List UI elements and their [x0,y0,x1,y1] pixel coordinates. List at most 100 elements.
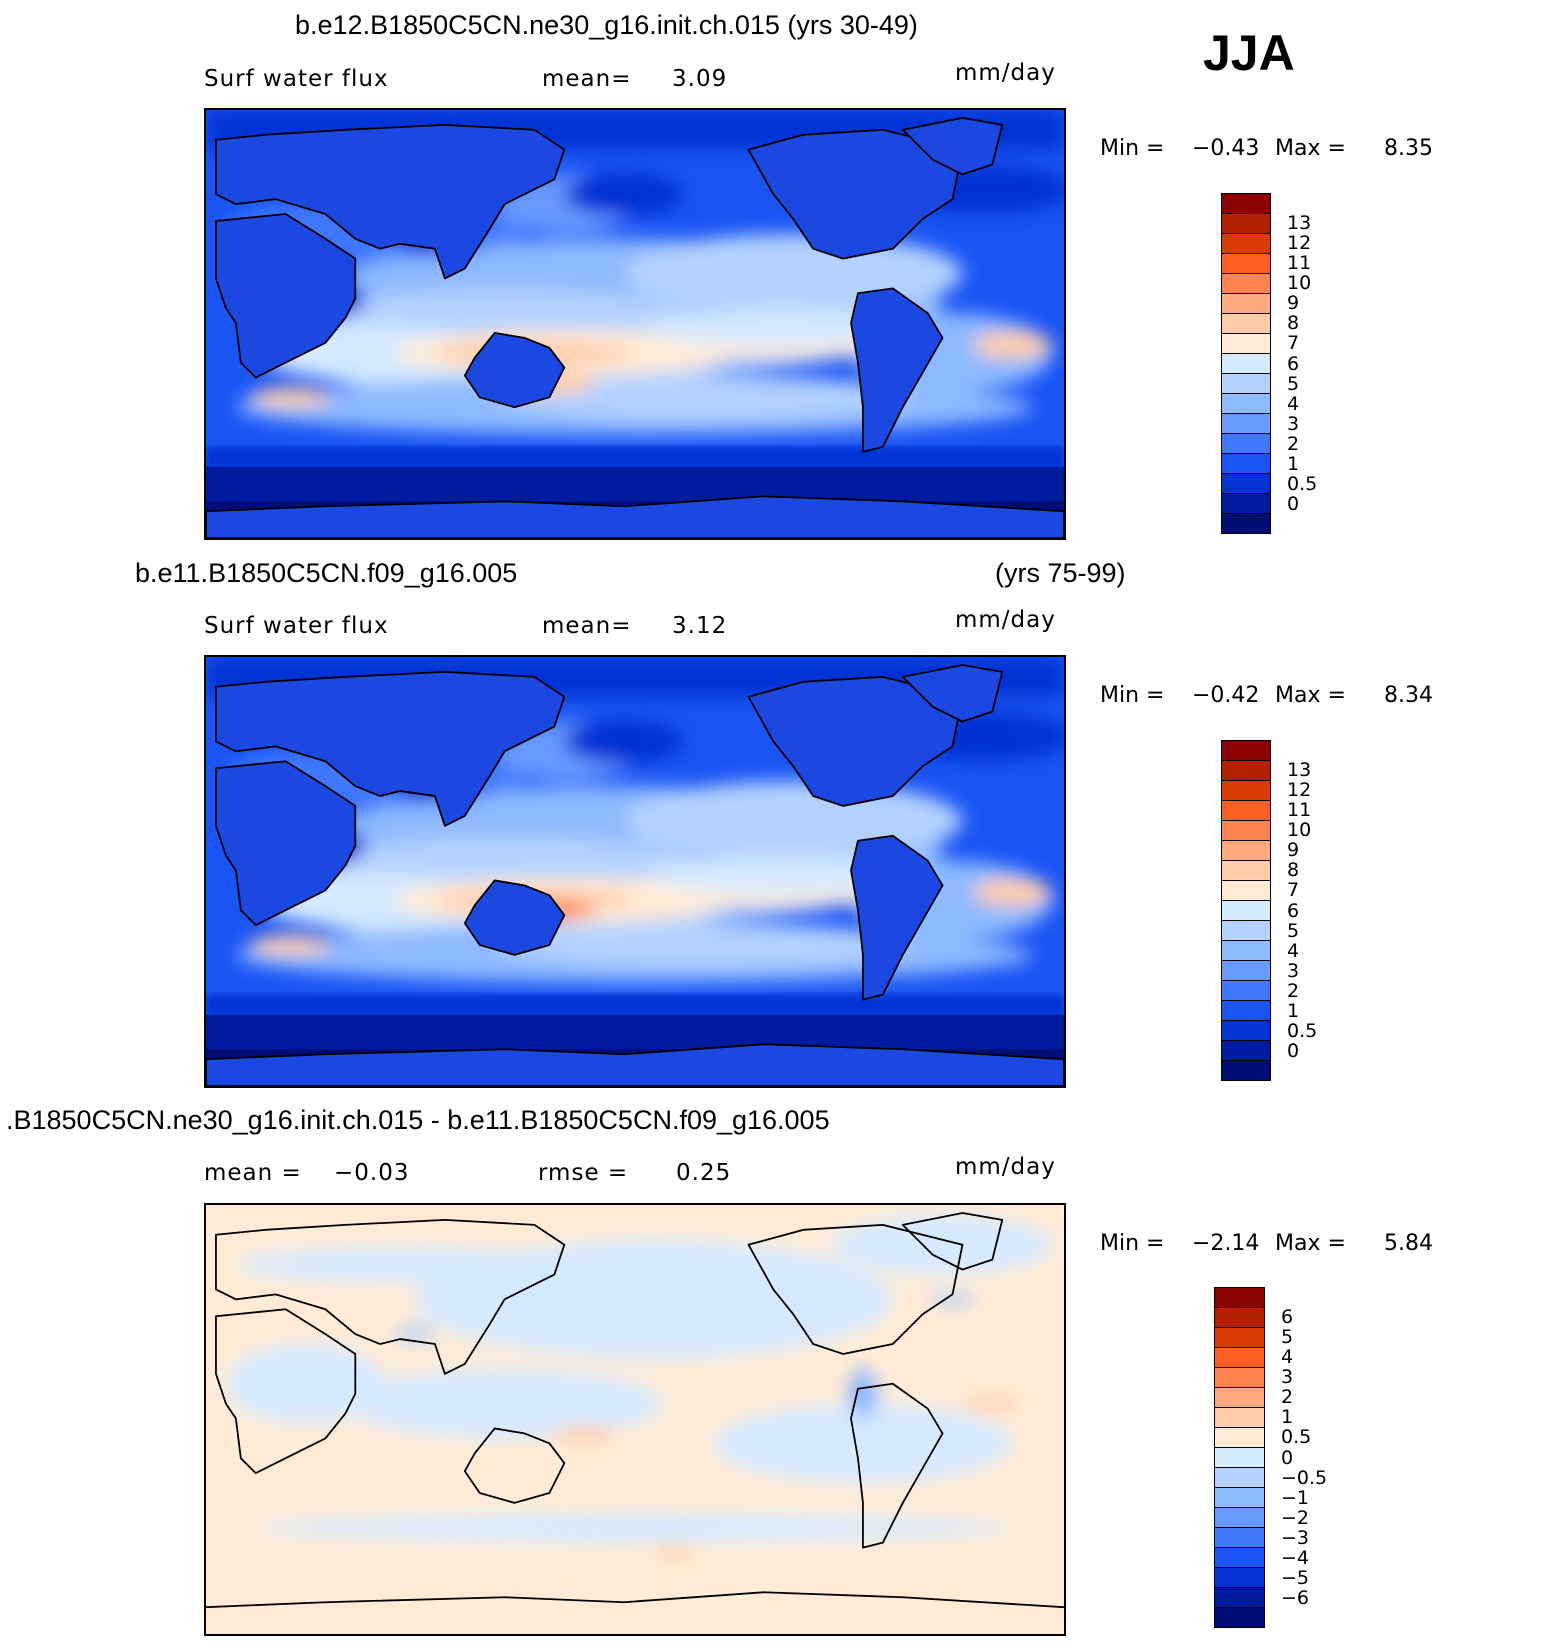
panel-1-title: b.e12.B1850C5CN.ne30_g16.init.ch.015 (yr… [295,10,918,40]
colorbar-swatch [1222,1001,1270,1021]
panel-3-title: .B1850C5CN.ne30_g16.init.ch.015 - b.e11.… [6,1105,830,1135]
colorbar-tick-label: 5 [1287,919,1300,942]
colorbar-tick-label: 7 [1287,879,1300,902]
panel-3-coastlines [206,1212,1064,1609]
colorbar-swatch [1222,781,1270,801]
colorbar-swatch [1215,1428,1264,1448]
colorbar-swatch [1215,1568,1264,1588]
colorbar-swatch [1222,474,1270,494]
colorbar-tick-label: 13 [1287,759,1312,782]
colorbar-swatch [1222,314,1270,334]
panel-1-flux-field [206,110,1064,538]
colorbar-swatch [1222,414,1270,434]
colorbar-tick-label: 8 [1287,859,1300,882]
panel-2-field-label: Surf water flux [204,613,389,639]
colorbar-swatch [1222,494,1270,514]
panel-3-mean-label: mean = [204,1160,302,1186]
colorbar-swatch [1215,1448,1264,1468]
colorbar-tick-label: −5 [1281,1566,1310,1589]
colorbar-tick-label: 0.5 [1287,472,1318,495]
colorbar-swatch [1215,1368,1264,1388]
colorbar-tick-label: 0.5 [1287,1019,1318,1042]
colorbar-tick-label: −2 [1281,1506,1310,1529]
colorbar-swatch [1222,354,1270,374]
colorbar-tick-label: 0.5 [1281,1426,1312,1449]
colorbar-tick-label: 11 [1287,252,1312,275]
panel-1-coastlines [206,117,1064,538]
colorbar-swatch [1222,254,1270,274]
panel-3-min-label: Min = [1100,1231,1165,1256]
colorbar-swatch [1215,1508,1264,1528]
colorbar-swatch [1222,801,1270,821]
colorbar-swatch [1222,454,1270,474]
colorbar-swatch [1222,981,1270,1001]
panel-3-colorbar [1214,1287,1265,1628]
colorbar-tick-label: −4 [1281,1546,1310,1569]
colorbar-swatch [1222,234,1270,254]
colorbar-swatch [1222,841,1270,861]
colorbar-swatch [1215,1308,1264,1328]
colorbar-tick-label: 6 [1287,352,1300,375]
panel-2-colorbar [1221,740,1271,1081]
colorbar-tick-label: 1 [1287,452,1300,475]
panel-3-map [204,1203,1066,1636]
colorbar-tick-label: 13 [1287,212,1312,235]
colorbar-tick-label: 8 [1287,312,1300,335]
colorbar-swatch [1222,434,1270,454]
panel-2-max-label: Max = [1275,683,1346,708]
panel-3-max-value: 5.84 [1384,1231,1433,1256]
panel-3-difference-field [206,1205,1064,1634]
colorbar-swatch [1215,1548,1264,1568]
colorbar-swatch [1222,214,1270,234]
colorbar-tick-label: 9 [1287,292,1300,315]
panel-2-max-value: 8.34 [1384,683,1433,708]
panel-2-coastlines [206,664,1064,1086]
panel-1-colorbar [1221,193,1271,534]
colorbar-swatch [1222,394,1270,414]
colorbar-tick-label: 7 [1287,332,1300,355]
panel-2-map [204,655,1066,1088]
colorbar-swatch [1222,334,1270,354]
colorbar-tick-label: 0 [1281,1446,1294,1469]
colorbar-tick-label: 11 [1287,799,1312,822]
colorbar-tick-label: 10 [1287,272,1312,295]
colorbar-swatch [1222,294,1270,314]
panel-1-min-value: −0.43 [1192,136,1260,161]
colorbar-tick-label: 5 [1287,372,1300,395]
colorbar-tick-label: 5 [1281,1326,1294,1349]
colorbar-swatch [1215,1468,1264,1488]
colorbar-swatch [1222,921,1270,941]
colorbar-tick-label: 3 [1287,412,1300,435]
colorbar-tick-label: 6 [1287,899,1300,922]
colorbar-tick-label: 3 [1281,1366,1294,1389]
panel-1-mean-value: 3.09 [672,66,728,92]
colorbar-swatch [1222,1021,1270,1041]
colorbar-swatch [1215,1528,1264,1548]
colorbar-tick-label: 4 [1287,939,1300,962]
colorbar-tick-label: 0 [1287,1039,1300,1062]
panel-2-mean-value: 3.12 [672,613,728,639]
panel-3-rmse-label: rmse = [538,1160,629,1186]
panel-3-min-value: −2.14 [1192,1231,1260,1256]
colorbar-tick-label: 9 [1287,839,1300,862]
panel-1-map [204,108,1066,540]
colorbar-swatch [1222,861,1270,881]
colorbar-tick-label: −0.5 [1281,1466,1328,1489]
panel-3-mean-value: −0.03 [334,1160,410,1186]
panel-1-max-label: Max = [1275,136,1346,161]
panel-1-field-label: Surf water flux [204,66,389,92]
colorbar-swatch [1222,1061,1270,1080]
colorbar-tick-label: 2 [1287,979,1300,1002]
colorbar-swatch [1215,1328,1264,1348]
colorbar-swatch [1215,1408,1264,1428]
colorbar-swatch [1222,514,1270,533]
colorbar-tick-label: 6 [1281,1306,1294,1329]
colorbar-swatch [1215,1588,1264,1608]
colorbar-tick-label: 10 [1287,819,1312,842]
panel-3-max-label: Max = [1275,1231,1346,1256]
colorbar-tick-label: 4 [1281,1346,1294,1369]
panel-2-mean-label: mean= [542,613,632,639]
colorbar-swatch [1222,741,1270,761]
panel-2-title: b.e11.B1850C5CN.f09_g16.005 [135,558,518,588]
colorbar-swatch [1215,1488,1264,1508]
